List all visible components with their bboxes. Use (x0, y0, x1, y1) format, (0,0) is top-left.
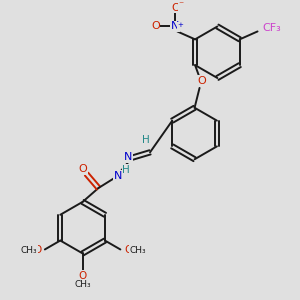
Text: N: N (124, 152, 132, 162)
Text: O: O (171, 3, 180, 13)
Text: +: + (177, 22, 183, 28)
Text: H: H (122, 165, 130, 175)
Text: O: O (197, 76, 206, 86)
Text: H: H (142, 135, 150, 146)
Text: O: O (151, 22, 160, 32)
Text: CF₃: CF₃ (262, 23, 281, 34)
Text: O: O (78, 164, 87, 174)
Text: O: O (124, 245, 132, 255)
Text: CH₃: CH₃ (130, 246, 146, 255)
Text: CH₃: CH₃ (21, 246, 37, 255)
Text: CH₃: CH₃ (74, 280, 91, 289)
Text: ⁻: ⁻ (178, 1, 184, 11)
Text: N: N (171, 22, 179, 32)
Text: O: O (79, 271, 87, 281)
Text: O: O (34, 245, 42, 255)
Text: N: N (114, 171, 122, 181)
